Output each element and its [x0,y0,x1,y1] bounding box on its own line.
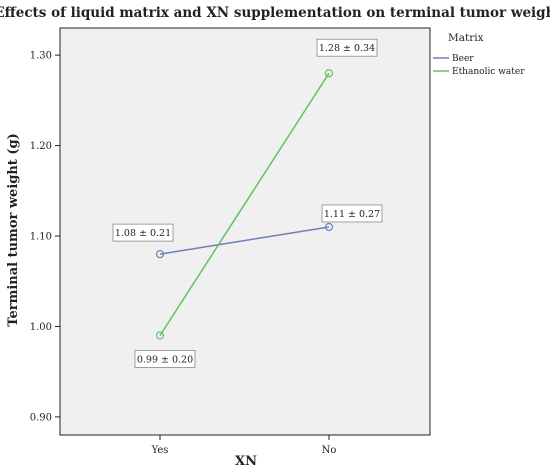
legend-label: Beer [452,54,474,64]
data-label-box [321,204,383,223]
y-axis: 0.90 1.00 1.10 1.20 1.30 [30,51,60,423]
x-tick-label: No [322,445,337,456]
data-point [324,222,334,232]
legend-title: Matrix [448,32,484,44]
data-label-box [134,350,196,368]
data-point [155,250,165,259]
y-tick-label: 1.00 [30,322,52,333]
data-label-box [112,223,174,242]
y-tick-label: 1.20 [30,141,52,152]
data-point [155,331,165,340]
series-ethanolic-water: 0.99 ± 0.20 1.28 ± 0.34 [134,38,378,368]
series-beer: 1.08 ± 0.21 1.11 ± 0.27 [112,204,383,259]
x-axis-label: XN [235,454,257,469]
series-line [159,226,330,255]
legend: Matrix Beer Ethanolic water [433,32,525,77]
x-tick-label: Yes [151,445,169,456]
y-tick-label: 1.10 [30,232,52,243]
legend-label: Ethanolic water [452,67,525,77]
data-label: 1.08 ± 0.21 [115,228,171,239]
y-tick-label: 1.30 [30,51,52,62]
y-axis-label: Terminal tumor weight (g) [6,133,21,326]
data-label-box [316,38,378,57]
y-tick-label: 0.90 [30,412,52,423]
x-axis: Yes No [151,435,337,456]
data-label: 0.99 ± 0.20 [137,355,193,366]
series-line [159,72,330,336]
series-layer: 1.08 ± 0.21 1.11 ± 0.27 0.99 ± 0.20 1.28 ± … [112,38,383,368]
chart-title: Effects of liquid matrix and XN suppleme… [0,5,550,21]
data-label: 1.11 ± 0.27 [324,209,380,220]
data-point [324,69,334,78]
data-label: 1.28 ± 0.34 [319,43,375,54]
